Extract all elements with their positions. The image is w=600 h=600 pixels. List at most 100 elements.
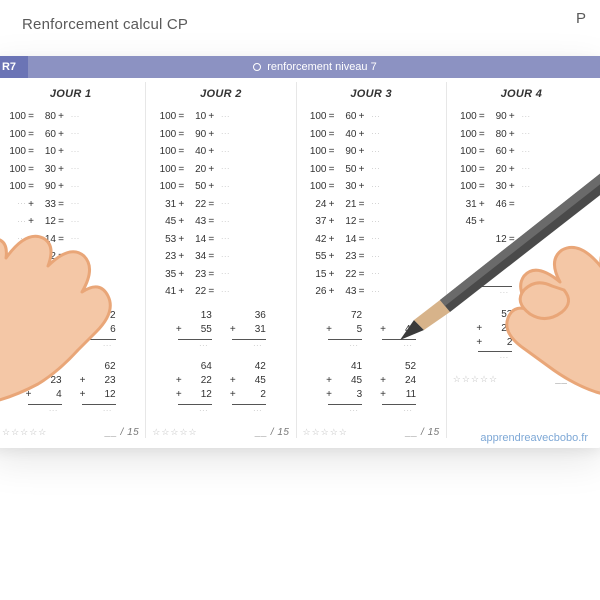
equation-list: 100=80+···100=60+···100=10+···100=30+···… (2, 108, 139, 301)
vadd-row (530, 307, 566, 321)
vadd-number: 2 (244, 389, 266, 400)
plus-sign: + (326, 324, 334, 335)
equation-cell: ··· (71, 109, 80, 125)
vertical-addition: 15+64··· (26, 309, 62, 352)
equation-cell: = (479, 161, 485, 179)
vadd-row: +23 (80, 374, 116, 388)
answer-blank: ··· (476, 352, 512, 364)
plus-sign: + (326, 375, 334, 386)
vadd-row: +2 (476, 335, 512, 349)
vertical-addition: 36+31··· (230, 309, 266, 352)
equation-cell: ··· (371, 249, 380, 265)
equation-row: 100=40+··· (303, 126, 440, 144)
answer-blank: ··· (80, 405, 116, 417)
equation-cell: 90 (186, 126, 206, 144)
equation-row: 37+12=··· (303, 213, 440, 231)
vertical-addition: 72+6··· (80, 309, 116, 352)
day-column: JOUR 2100=10+···100=90+···100=40+···100=… (146, 82, 296, 438)
equation-cell: ··· (71, 214, 80, 230)
equation-cell: + (208, 178, 214, 196)
sheet-header-text: renforcement niveau 7 (267, 61, 376, 73)
equation-cell: + (58, 178, 64, 196)
equation-cell: ··· (71, 249, 80, 265)
equation-cell: 12 (337, 213, 357, 231)
equation-cell: = (359, 266, 365, 284)
equation-cell: 55 (303, 248, 327, 266)
equation-row: 100=90+··· (453, 108, 590, 126)
equation-cell: = (28, 178, 34, 196)
equation-cell: ··· (521, 161, 530, 177)
equation-cell: ··· (221, 126, 230, 142)
vadd-number: 64 (40, 324, 62, 335)
vadd-number: 41 (340, 361, 362, 372)
equation-cell: 60 (487, 143, 507, 161)
equation-cell: = (28, 108, 34, 126)
equation-row: 45+ (453, 213, 590, 231)
equation-cell: ··· (221, 284, 230, 300)
vadd-number: 52 (490, 309, 512, 320)
equation-cell: + (178, 213, 184, 231)
vadd-group-2: +23+4···62+23+12··· (2, 360, 139, 417)
equation-cell: ··· (2, 266, 26, 282)
equation-cell: 100 (152, 178, 176, 196)
equation-cell: = (58, 248, 64, 266)
equation-cell: = (58, 283, 64, 301)
equation-cell: = (479, 126, 485, 144)
equation-cell: 40 (337, 126, 357, 144)
equation-cell: ··· (371, 144, 380, 160)
plus-sign: + (230, 375, 238, 386)
answer-blank: ··· (176, 340, 212, 352)
equation-cell: + (28, 283, 34, 301)
equation-cell: + (28, 248, 34, 266)
equation-cell: + (329, 213, 335, 231)
vadd-number: 52 (394, 361, 416, 372)
equation-cell: = (509, 196, 515, 214)
equation-cell: 100 (152, 126, 176, 144)
vadd-number: 22 (190, 375, 212, 386)
vadd-number: 23 (40, 375, 62, 386)
vadd-group-1: 13+55···36+31··· (152, 309, 289, 352)
equation-cell: 50 (337, 161, 357, 179)
equation-cell: + (178, 248, 184, 266)
equation-cell: 100 (453, 108, 477, 126)
equation-cell: = (178, 161, 184, 179)
equation-cell: + (479, 213, 485, 231)
equation-cell: 45 (152, 213, 176, 231)
vadd-row: +23 (26, 374, 62, 388)
equation-cell: = (329, 161, 335, 179)
vadd-row: 52 (380, 360, 416, 374)
equation-list: 100=60+···100=40+···100=90+···100=50+···… (303, 108, 440, 301)
worksheet-title: Renforcement calcul CP (22, 16, 188, 33)
vadd-number: 64 (190, 361, 212, 372)
equation-row: 55+23=··· (303, 248, 440, 266)
equation-cell: + (58, 108, 64, 126)
equation-row: 100=90+··· (2, 178, 139, 196)
equation-cell: ··· (2, 249, 26, 265)
equation-row: 100=60+··· (453, 143, 590, 161)
day-column: JOUR 3100=60+···100=40+···100=90+···100=… (297, 82, 447, 438)
equation-cell: 22 (186, 196, 206, 214)
vadd-row: 15 (26, 309, 62, 323)
vadd-row: 62 (80, 360, 116, 374)
site-credit: apprendreavecbobo.fr (480, 432, 588, 444)
equation-cell: + (509, 161, 515, 179)
equation-cell: ··· (71, 179, 80, 195)
equation-cell: + (208, 143, 214, 161)
equation-cell: 100 (2, 126, 26, 144)
equation-cell: ··· (71, 126, 80, 142)
vadd-row: 36 (230, 309, 266, 323)
equation-cell: 14 (36, 231, 56, 249)
vadd-number: 62 (94, 361, 116, 372)
vadd-row: +11 (380, 388, 416, 402)
vadd-row: 52 (476, 307, 512, 321)
equation-cell: + (329, 283, 335, 301)
vertical-addition: 52+24+11··· (380, 360, 416, 417)
equation-cell: 45 (453, 213, 477, 231)
plus-sign: + (230, 324, 238, 335)
equation-cell: 100 (152, 161, 176, 179)
equation-cell: 33 (36, 283, 56, 301)
equation-row: 12= (453, 231, 590, 249)
equation-row: 53+14=··· (152, 231, 289, 249)
equation-cell: + (359, 161, 365, 179)
vadd-group-1: 72+5···+43··· (303, 309, 440, 352)
